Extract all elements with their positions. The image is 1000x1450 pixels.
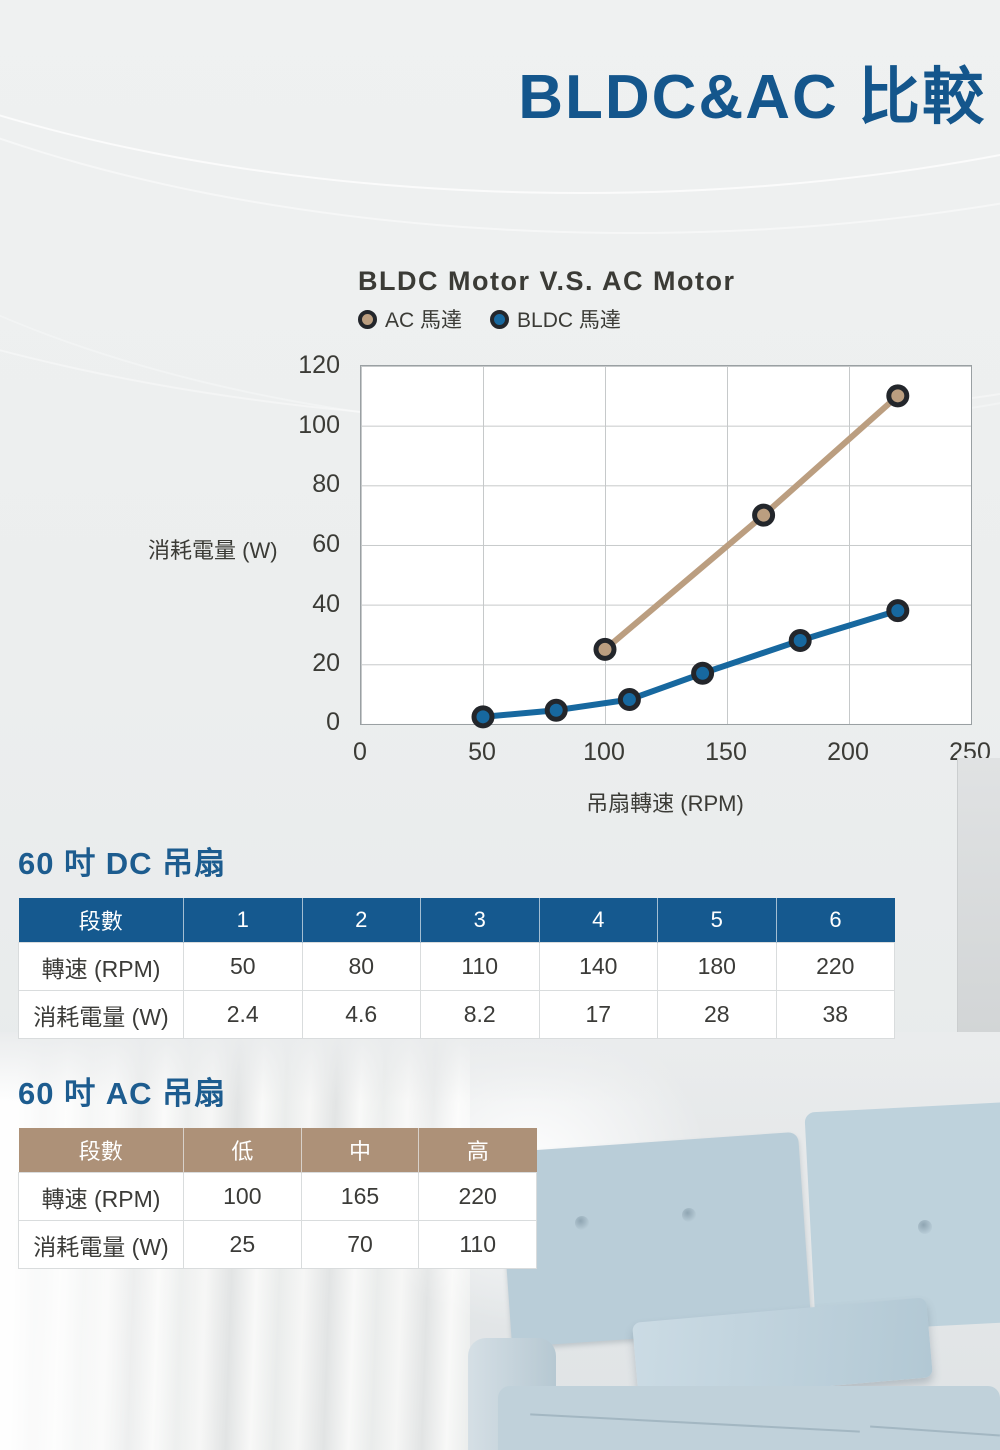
sofa-tuft-button [682, 1208, 696, 1222]
photo-top-fade [0, 1032, 1000, 1102]
sofa [440, 1099, 1000, 1450]
sofa-tuft-button [918, 1220, 932, 1234]
x-tick-50: 50 [468, 738, 496, 766]
dc-header-4: 4 [538, 898, 658, 943]
dc-watt-value: 8.2 [420, 990, 540, 1039]
y-tick-40: 40 [312, 590, 340, 618]
ac-section-heading: 60 吋 AC 吊扇 [18, 1076, 227, 1111]
y-tick-0: 0 [326, 708, 340, 736]
bldc-series-dot-icon [490, 309, 510, 329]
dc-watt-value: 4.6 [301, 990, 421, 1039]
ac-fan-table: 段數 低 中 高 轉速 (RPM) 100 165 220 消耗電量 (W) 2… [18, 1128, 537, 1269]
ac-rpm-value: 100 [183, 1172, 302, 1221]
x-tick-100: 100 [583, 738, 625, 766]
dc-rpm-value: 180 [657, 942, 777, 991]
legend-item-bldc: BLDC 馬達 [490, 304, 621, 334]
ac-watt-row: 消耗電量 (W) 25 70 110 [18, 1220, 537, 1269]
y-tick-100: 100 [298, 411, 340, 439]
dc-watt-label: 消耗電量 (W) [18, 990, 184, 1039]
chart-title: BLDC Motor V.S. AC Motor [358, 266, 736, 296]
ac-table-header-row: 段數 低 中 高 [18, 1128, 537, 1173]
dc-header-2: 2 [301, 898, 421, 943]
dc-rpm-label: 轉速 (RPM) [18, 942, 184, 991]
ac-watt-value: 25 [183, 1220, 302, 1269]
dc-watt-row: 消耗電量 (W) 2.4 4.6 8.2 17 28 38 [18, 990, 895, 1039]
dc-watt-value: 17 [538, 990, 658, 1039]
ac-rpm-label: 轉速 (RPM) [18, 1172, 184, 1221]
dc-rpm-value: 80 [301, 942, 421, 991]
dc-watt-value: 2.4 [183, 990, 303, 1039]
dc-rpm-row: 轉速 (RPM) 50 80 110 140 180 220 [18, 942, 895, 991]
legend-item-ac: AC 馬達 [358, 304, 462, 334]
dc-rpm-value: 220 [775, 942, 895, 991]
ac-series-dot-icon [358, 309, 377, 329]
ac-rpm-row: 轉速 (RPM) 100 165 220 [18, 1172, 537, 1221]
sofa-seat-cushion [498, 1386, 1000, 1450]
sofa-back-cushion-right [804, 1099, 1000, 1333]
legend-label-bldc: BLDC 馬達 [517, 309, 621, 332]
dc-header-levels: 段數 [18, 898, 184, 943]
sofa-tuft-button [575, 1216, 589, 1230]
x-tick-0: 0 [353, 738, 367, 766]
dc-rpm-value: 140 [538, 942, 658, 991]
dc-header-5: 5 [657, 898, 776, 943]
dc-rpm-value: 50 [183, 942, 303, 991]
ac-watt-value: 70 [300, 1220, 420, 1269]
legend-label-ac: AC 馬達 [385, 309, 463, 332]
ac-watt-label: 消耗電量 (W) [18, 1220, 184, 1269]
dc-section-heading: 60 吋 DC 吊扇 [18, 846, 227, 881]
dc-watt-value: 28 [657, 990, 777, 1039]
chart-legend: AC 馬達 BLDC 馬達 [358, 304, 621, 334]
dc-header-6: 6 [775, 898, 895, 943]
ac-header-high: 高 [418, 1128, 537, 1173]
ac-watt-value: 110 [418, 1220, 537, 1269]
dc-fan-table: 段數 1 2 3 4 5 6 轉速 (RPM) 50 80 110 140 18… [18, 898, 895, 1039]
x-tick-200: 200 [827, 738, 869, 766]
wall-shadow-band [957, 758, 1000, 1036]
x-tick-150: 150 [705, 738, 747, 766]
page-title: BLDC&AC 比較 [518, 63, 986, 132]
ac-header-levels: 段數 [18, 1128, 184, 1173]
dc-header-1: 1 [183, 898, 302, 943]
y-tick-120: 120 [298, 351, 340, 379]
y-tick-60: 60 [312, 530, 340, 558]
ac-header-low: 低 [183, 1128, 302, 1173]
ac-rpm-value: 220 [418, 1172, 537, 1221]
dc-header-3: 3 [420, 898, 539, 943]
dc-table-header-row: 段數 1 2 3 4 5 6 [18, 898, 895, 943]
x-axis-label: 吊扇轉速 (RPM) [586, 791, 744, 816]
y-tick-20: 20 [312, 649, 340, 677]
y-axis-label: 消耗電量 (W) [148, 538, 278, 563]
dc-watt-value: 38 [775, 990, 895, 1039]
ac-header-mid: 中 [300, 1128, 419, 1173]
y-tick-80: 80 [312, 470, 340, 498]
dc-rpm-value: 110 [420, 942, 540, 991]
chart-plot-area [360, 365, 972, 729]
ac-rpm-value: 165 [300, 1172, 420, 1221]
chart-series-svg [471, 384, 910, 729]
